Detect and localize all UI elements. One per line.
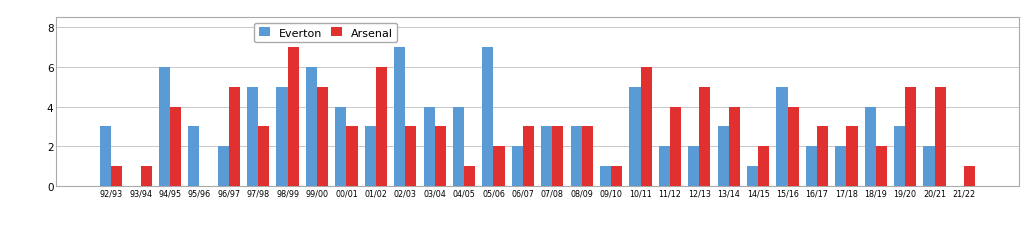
- Bar: [836, 147, 847, 186]
- Bar: [335, 107, 346, 186]
- Bar: [434, 127, 445, 186]
- Bar: [170, 107, 181, 186]
- Bar: [699, 87, 711, 186]
- Bar: [847, 127, 857, 186]
- Legend: Everton, Arsenal: Everton, Arsenal: [254, 24, 397, 43]
- Bar: [228, 87, 240, 186]
- Bar: [464, 166, 475, 186]
- Bar: [552, 127, 563, 186]
- Bar: [758, 147, 769, 186]
- Bar: [258, 127, 269, 186]
- Bar: [746, 166, 758, 186]
- Bar: [394, 48, 406, 186]
- Bar: [247, 87, 258, 186]
- Bar: [876, 147, 887, 186]
- Bar: [541, 127, 552, 186]
- Bar: [787, 107, 799, 186]
- Bar: [964, 166, 975, 186]
- Bar: [346, 127, 357, 186]
- Bar: [817, 127, 828, 186]
- Bar: [641, 68, 651, 186]
- Bar: [424, 107, 434, 186]
- Bar: [288, 48, 299, 186]
- Bar: [140, 166, 152, 186]
- Bar: [905, 87, 916, 186]
- Bar: [453, 107, 464, 186]
- Bar: [494, 147, 505, 186]
- Bar: [670, 107, 681, 186]
- Bar: [112, 166, 123, 186]
- Bar: [630, 87, 641, 186]
- Bar: [806, 147, 817, 186]
- Bar: [188, 127, 200, 186]
- Bar: [600, 166, 611, 186]
- Bar: [376, 68, 387, 186]
- Bar: [159, 68, 170, 186]
- Bar: [512, 147, 523, 186]
- Bar: [924, 147, 935, 186]
- Bar: [935, 87, 946, 186]
- Bar: [611, 166, 623, 186]
- Bar: [276, 87, 288, 186]
- Bar: [864, 107, 876, 186]
- Bar: [482, 48, 494, 186]
- Bar: [658, 147, 670, 186]
- Bar: [776, 87, 787, 186]
- Bar: [406, 127, 417, 186]
- Bar: [894, 127, 905, 186]
- Bar: [688, 147, 699, 186]
- Bar: [570, 127, 582, 186]
- Bar: [582, 127, 593, 186]
- Bar: [100, 127, 112, 186]
- Bar: [218, 147, 228, 186]
- Bar: [365, 127, 376, 186]
- Bar: [306, 68, 317, 186]
- Bar: [718, 127, 729, 186]
- Bar: [317, 87, 329, 186]
- Bar: [729, 107, 740, 186]
- Bar: [523, 127, 535, 186]
